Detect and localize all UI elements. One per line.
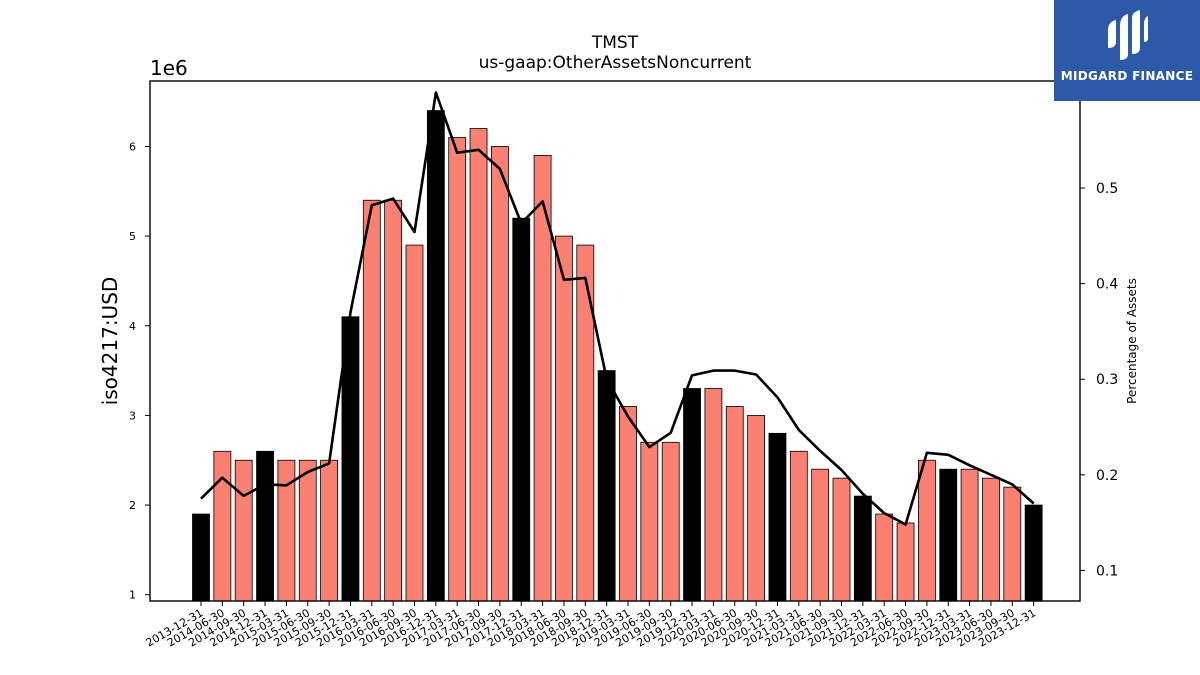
bar bbox=[298, 459, 317, 602]
y2-axis-label: Percentage of Assets bbox=[1125, 278, 1139, 404]
y2-tick-label: 0.4 bbox=[1096, 277, 1118, 293]
y-tick-label: 3 bbox=[129, 409, 136, 422]
y-tick-label: 2 bbox=[129, 499, 136, 512]
axes: 1234560.10.20.30.40.50.62013-12-312014-0… bbox=[129, 80, 1118, 650]
bar bbox=[555, 235, 573, 602]
bar bbox=[725, 406, 744, 602]
bar bbox=[234, 459, 253, 602]
bar bbox=[747, 415, 765, 602]
bar bbox=[597, 370, 616, 602]
y2-tick-label: 0.2 bbox=[1096, 468, 1118, 484]
bar bbox=[939, 468, 958, 602]
chart-subtitle: us-gaap:OtherAssetsNoncurrent bbox=[479, 53, 752, 73]
bar bbox=[960, 468, 979, 602]
bars bbox=[192, 110, 1043, 602]
bar bbox=[490, 146, 509, 602]
y2-tick-label: 0.5 bbox=[1096, 181, 1118, 197]
bar bbox=[918, 459, 936, 602]
bar bbox=[661, 441, 680, 602]
midgard-logo-icon bbox=[1108, 10, 1148, 60]
bar bbox=[320, 459, 339, 602]
percentage-series-line bbox=[200, 91, 1035, 526]
bar bbox=[1003, 486, 1022, 602]
bar bbox=[853, 495, 872, 602]
chart-title: TMST bbox=[591, 33, 639, 53]
bar bbox=[1024, 504, 1043, 602]
bar bbox=[811, 468, 830, 602]
y-offset-label: 1e6 bbox=[150, 56, 188, 80]
bar bbox=[768, 432, 787, 602]
y-tick-label: 1 bbox=[129, 589, 136, 602]
bar bbox=[704, 388, 723, 602]
bar bbox=[512, 217, 531, 602]
y2-tick-label: 0.1 bbox=[1096, 563, 1118, 579]
bar bbox=[640, 441, 659, 602]
y-axis-label: iso4217:USD bbox=[98, 277, 122, 406]
bar bbox=[192, 513, 210, 602]
y-tick-label: 6 bbox=[129, 140, 136, 153]
bar bbox=[619, 406, 637, 602]
bar bbox=[875, 513, 894, 602]
y-tick-label: 5 bbox=[129, 230, 136, 243]
logo-text: MIDGARD FINANCE bbox=[1060, 69, 1194, 83]
bar bbox=[982, 477, 1000, 602]
bar bbox=[256, 450, 274, 602]
bar bbox=[832, 477, 851, 602]
bar bbox=[405, 244, 424, 602]
y-tick-label: 4 bbox=[129, 320, 136, 333]
bar bbox=[896, 522, 915, 602]
bar bbox=[789, 450, 808, 602]
y2-tick-label: 0.3 bbox=[1096, 372, 1118, 388]
bar bbox=[469, 128, 488, 602]
bar bbox=[384, 199, 403, 602]
percentage-line-layer bbox=[200, 91, 1035, 526]
plot-frame bbox=[149, 80, 1081, 602]
bar bbox=[448, 137, 467, 602]
midgard-finance-logo: MIDGARD FINANCE bbox=[1054, 0, 1200, 101]
bar bbox=[213, 450, 232, 602]
bar bbox=[362, 199, 381, 602]
bar bbox=[426, 110, 445, 602]
bar bbox=[683, 388, 701, 602]
bar bbox=[576, 244, 595, 602]
